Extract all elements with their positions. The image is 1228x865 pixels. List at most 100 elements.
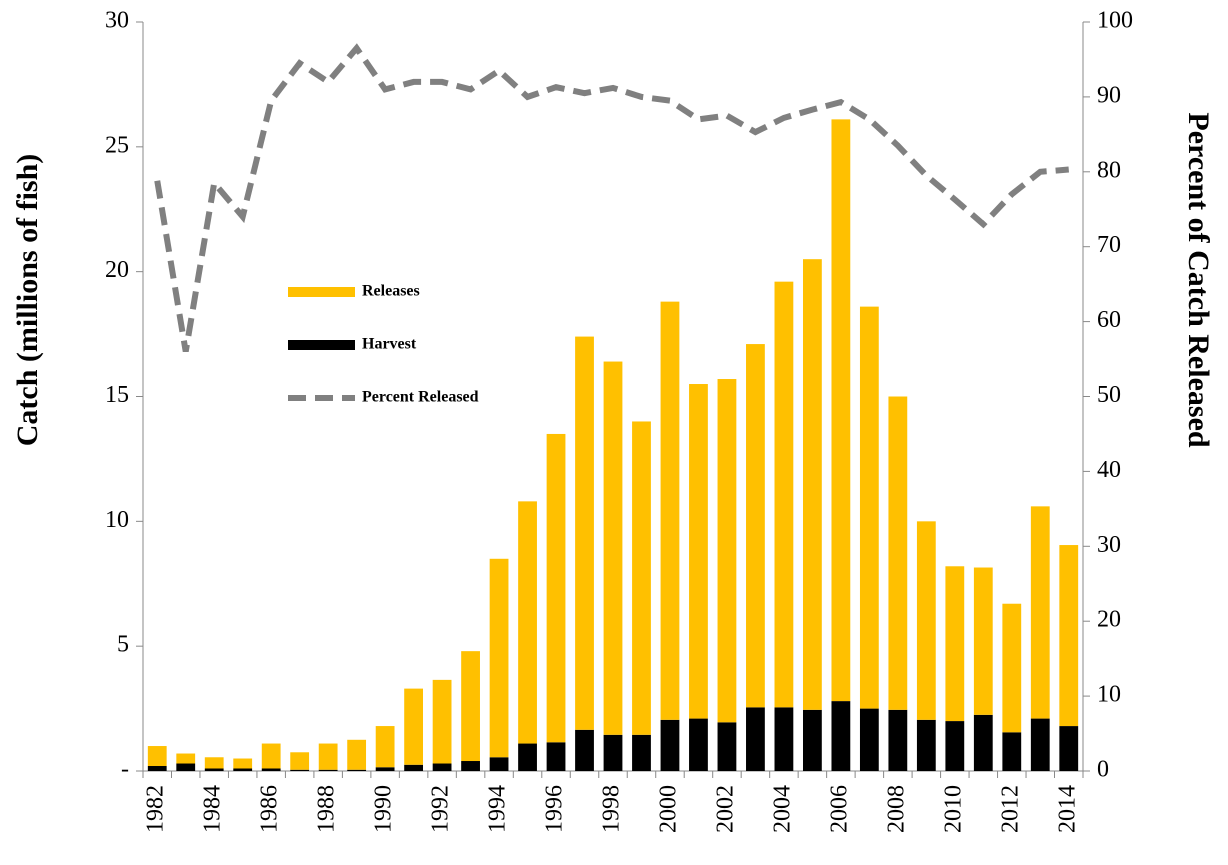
bar bbox=[147, 766, 167, 771]
bar bbox=[973, 567, 993, 715]
bar bbox=[575, 336, 594, 730]
y-tick-label: 10 bbox=[105, 507, 129, 533]
y2-tick-label: 80 bbox=[1097, 157, 1121, 183]
bar bbox=[461, 761, 480, 771]
y-axis-label: Catch (millions of fish) bbox=[11, 154, 44, 447]
bar bbox=[176, 753, 196, 764]
bar bbox=[375, 726, 395, 768]
legend-label: Harvest bbox=[362, 336, 417, 353]
bar bbox=[290, 752, 310, 770]
y2-tick-label: 20 bbox=[1097, 607, 1121, 633]
x-tick-label: 2012 bbox=[997, 785, 1023, 833]
y-tick-label: 5 bbox=[117, 632, 129, 658]
bar bbox=[603, 361, 623, 735]
bar bbox=[632, 734, 651, 771]
x-tick-label: 2014 bbox=[1054, 785, 1080, 833]
y-tick-label: 25 bbox=[105, 132, 129, 158]
x-tick-label: 2002 bbox=[712, 785, 738, 833]
bar bbox=[204, 768, 224, 771]
bar bbox=[518, 501, 537, 744]
bar bbox=[261, 768, 281, 771]
bar bbox=[717, 722, 737, 771]
y2-axis-label: Percent of Catch Released bbox=[1182, 112, 1215, 447]
bar bbox=[1059, 726, 1079, 771]
x-tick-label: 2000 bbox=[655, 785, 681, 833]
bar bbox=[888, 396, 908, 710]
bar bbox=[945, 566, 965, 722]
x-tick-label: 2004 bbox=[769, 785, 795, 833]
x-tick-label: 1988 bbox=[314, 785, 340, 833]
bar bbox=[546, 433, 566, 743]
bar bbox=[204, 757, 224, 769]
bar bbox=[945, 721, 965, 771]
bar bbox=[632, 421, 651, 735]
y2-tick-label: 0 bbox=[1097, 757, 1109, 783]
bar bbox=[461, 651, 480, 762]
y2-tick-label: 30 bbox=[1097, 532, 1121, 558]
bar bbox=[660, 301, 680, 720]
bar bbox=[774, 707, 794, 771]
bar bbox=[546, 742, 566, 771]
y2-tick-label: 100 bbox=[1097, 8, 1133, 34]
bar bbox=[689, 384, 708, 719]
x-tick-label: 1996 bbox=[542, 785, 568, 833]
bar bbox=[689, 718, 708, 771]
legend-swatch bbox=[288, 287, 355, 297]
legend-label: Percent Released bbox=[362, 389, 479, 406]
bar bbox=[859, 306, 879, 709]
bar bbox=[746, 344, 765, 708]
bar bbox=[176, 763, 196, 771]
x-tick-label: 1992 bbox=[428, 785, 454, 833]
bar bbox=[1002, 603, 1022, 733]
bar bbox=[1059, 545, 1079, 727]
y2-tick-label: 40 bbox=[1097, 457, 1121, 483]
bar bbox=[347, 739, 367, 770]
bar bbox=[802, 709, 822, 771]
x-tick-label: 2008 bbox=[883, 785, 909, 833]
y2-tick-label: 50 bbox=[1097, 382, 1121, 408]
bar bbox=[347, 769, 367, 771]
bar bbox=[233, 768, 253, 771]
y2-tick-label: 90 bbox=[1097, 82, 1121, 108]
y-tick-label: 20 bbox=[105, 257, 129, 283]
bar bbox=[774, 281, 794, 708]
bar bbox=[290, 769, 310, 771]
bar bbox=[575, 729, 594, 771]
bar bbox=[973, 714, 993, 771]
bar bbox=[746, 707, 765, 771]
bar bbox=[518, 743, 537, 771]
y-tick-label: - bbox=[121, 757, 129, 783]
bar bbox=[831, 119, 851, 702]
x-tick-label: 2006 bbox=[826, 785, 852, 833]
bar bbox=[831, 701, 851, 771]
bar bbox=[1030, 506, 1050, 719]
x-tick-label: 1990 bbox=[371, 785, 397, 833]
bar bbox=[802, 259, 822, 710]
bar bbox=[318, 743, 338, 770]
y-tick-label: 15 bbox=[105, 382, 129, 408]
bar bbox=[489, 757, 509, 771]
bar bbox=[404, 688, 424, 765]
x-tick-label: 1986 bbox=[257, 785, 283, 833]
x-tick-label: 1984 bbox=[200, 785, 226, 833]
bar bbox=[916, 521, 936, 720]
bar bbox=[717, 379, 737, 723]
y-tick-label: 30 bbox=[105, 8, 129, 34]
bar bbox=[432, 763, 452, 771]
bar bbox=[432, 679, 452, 764]
x-tick-label: 1994 bbox=[485, 785, 511, 833]
bar bbox=[916, 719, 936, 771]
bar bbox=[375, 767, 395, 771]
y2-tick-label: 70 bbox=[1097, 232, 1121, 258]
x-tick-label: 1998 bbox=[599, 785, 625, 833]
line bbox=[154, 43, 1069, 353]
bar bbox=[1030, 718, 1050, 771]
bar bbox=[888, 709, 908, 771]
bar bbox=[489, 558, 509, 758]
bar bbox=[1002, 732, 1022, 771]
x-tick-label: 1982 bbox=[143, 785, 169, 833]
y2-tick-label: 60 bbox=[1097, 307, 1121, 333]
bar bbox=[147, 746, 167, 767]
bar bbox=[603, 734, 623, 771]
